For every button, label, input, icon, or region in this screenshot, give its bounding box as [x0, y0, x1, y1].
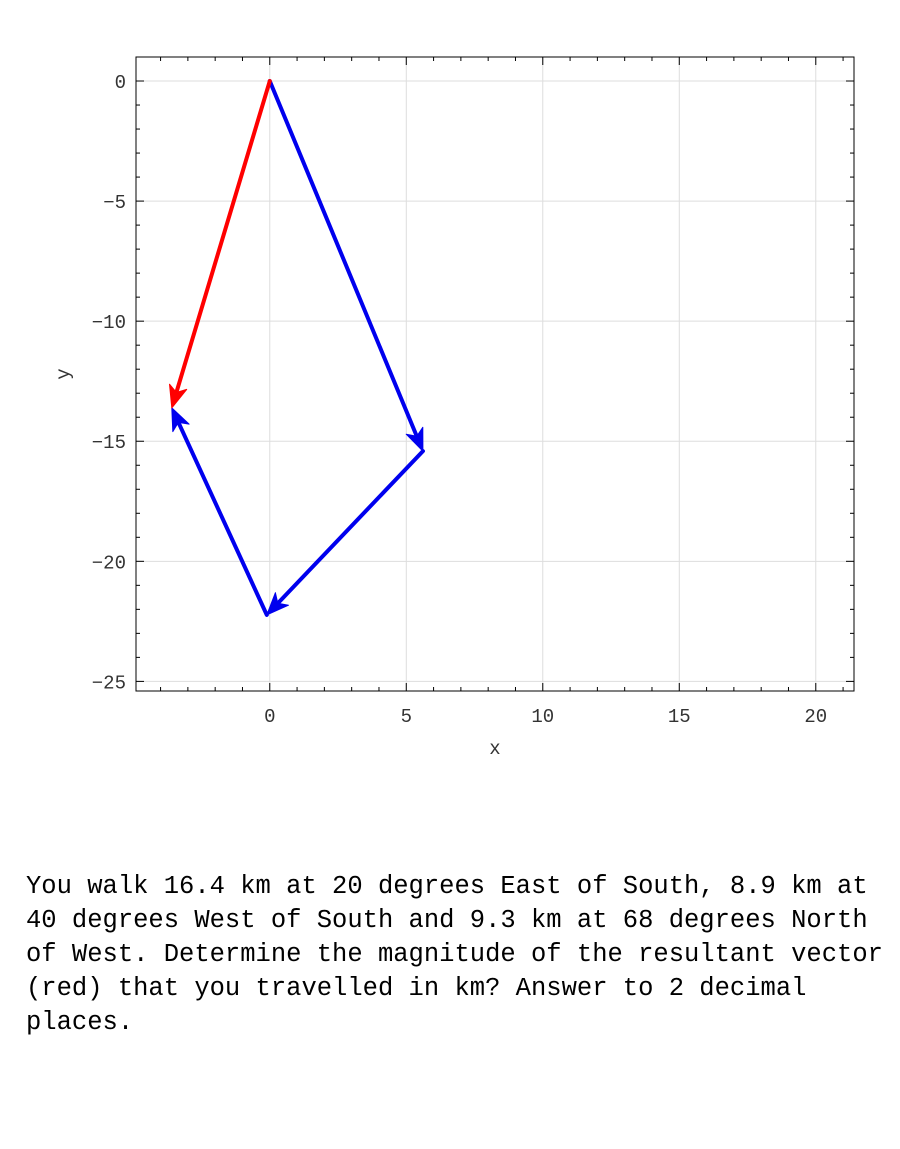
vector-shaft: [174, 79, 272, 393]
x-tick-label: 0: [264, 706, 275, 728]
vectors: [169, 79, 425, 617]
resultant-vector: [169, 79, 272, 409]
vector-arrowhead: [266, 592, 289, 616]
vector-arrowhead: [169, 383, 188, 409]
x-tick-label: 5: [401, 706, 412, 728]
displacement-vector: [267, 79, 424, 452]
vector-arrowhead: [171, 407, 190, 433]
tick-labels: 0 5 10 15 20 0 −5 −10 −15 −20 −25: [92, 72, 827, 728]
vector-plot: 0 5 10 15 20 0 −5 −10 −15 −20 −25 x y: [53, 56, 855, 760]
grid: [136, 57, 854, 691]
ticks: [136, 56, 854, 691]
y-tick-label: −15: [92, 432, 126, 454]
vector-arrowhead: [405, 426, 424, 452]
y-tick-label: −25: [92, 672, 126, 694]
x-tick-label: 10: [531, 706, 554, 728]
plot-frame: [135, 56, 855, 692]
vector-shaft: [277, 449, 425, 604]
y-tick-label: −10: [92, 312, 126, 334]
vector-shaft: [177, 422, 269, 617]
displacement-vector: [266, 449, 425, 616]
y-tick-label: 0: [115, 72, 126, 94]
vector-shaft: [267, 79, 419, 437]
question-text: You walk 16.4 km at 20 degrees East of S…: [26, 872, 883, 1037]
displacement-vector: [171, 407, 269, 617]
question-text-block: You walk 16.4 km at 20 degrees East of S…: [26, 870, 886, 1040]
x-tick-label: 20: [804, 706, 827, 728]
x-axis-label: x: [489, 738, 500, 760]
y-tick-label: −5: [103, 192, 126, 214]
x-tick-label: 15: [668, 706, 691, 728]
y-tick-label: −20: [92, 552, 126, 574]
y-axis-label: y: [53, 368, 75, 379]
